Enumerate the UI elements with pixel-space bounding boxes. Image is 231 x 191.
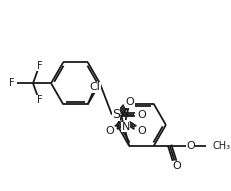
Text: O: O: [186, 141, 195, 151]
Text: N: N: [122, 122, 130, 132]
Text: F: F: [36, 96, 42, 105]
Text: Cl: Cl: [89, 82, 100, 92]
Text: O: O: [137, 110, 146, 120]
Text: S: S: [112, 108, 120, 121]
Text: O: O: [137, 126, 146, 136]
Text: CH₃: CH₃: [212, 141, 231, 151]
Text: F: F: [9, 78, 15, 88]
Text: F: F: [36, 61, 42, 71]
Text: O: O: [126, 97, 134, 107]
Text: O: O: [105, 126, 114, 136]
Text: O: O: [172, 161, 181, 171]
